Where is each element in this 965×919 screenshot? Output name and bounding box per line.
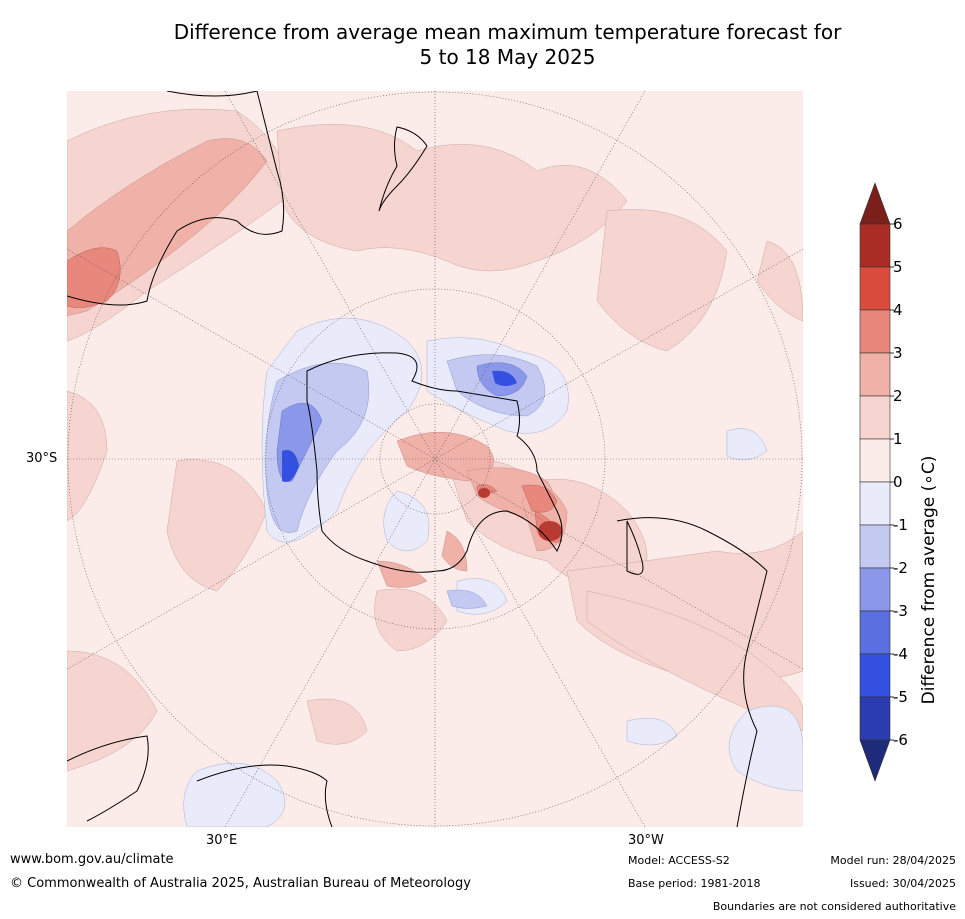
- map-title: Difference from average mean maximum tem…: [60, 20, 955, 70]
- colorbar-cell: [859, 352, 891, 397]
- colorbar-tick-label: -4: [893, 645, 908, 663]
- colorbar-cell: [859, 653, 891, 698]
- coastlines: [66, 90, 768, 828]
- colorbar-tick-label: 2: [893, 387, 903, 405]
- graticule: [66, 90, 804, 828]
- colorbar-tick-label: -3: [893, 602, 908, 620]
- latitude-label: 30°S: [26, 451, 58, 466]
- colorbar-tick-label: 0: [893, 473, 903, 491]
- colorbar-tick-label: -1: [893, 516, 908, 534]
- anomaly-3-4-regions: [66, 247, 563, 543]
- longitude-label-east: 30°E: [206, 833, 238, 848]
- colorbar-extend-bottom: [859, 739, 891, 782]
- colorbar-cell: [859, 696, 891, 741]
- colorbar-canvas: 6 5 4 3 2 1 0 -1 -2 -3 -4 -5 -6 Difference from aver…: [859, 182, 939, 782]
- colorbar-tick-label: -6: [893, 731, 908, 749]
- longitude-label-west: 30°W: [628, 833, 664, 848]
- colorbar-extend-top: [859, 182, 891, 225]
- footer-model: Model: ACCESS-S2: [628, 854, 730, 867]
- colorbar-tick-label: 4: [893, 301, 903, 319]
- colorbar-label: Difference from average (∘C): [919, 456, 939, 705]
- colorbar-cell: [859, 309, 891, 354]
- colorbar-cell: [859, 481, 891, 526]
- colorbar-cells: [859, 182, 891, 782]
- colorbar-tick-label: 3: [893, 344, 903, 362]
- colorbar-cell: [859, 266, 891, 311]
- anomaly-4-6-regions: [478, 488, 562, 541]
- anomaly-neg5-neg3-regions: [282, 370, 517, 482]
- colorbar-tick-label: -5: [893, 688, 908, 706]
- title-line-1: Difference from average mean maximum tem…: [173, 20, 842, 44]
- footer-copyright: © Commonwealth of Australia 2025, Austra…: [10, 876, 471, 891]
- colorbar-cell: [859, 524, 891, 569]
- footer-issued: Issued: 30/04/2025: [849, 877, 956, 890]
- colorbar-tick-label: 1: [893, 430, 903, 448]
- map-canvas: [66, 90, 804, 828]
- colorbar-cell: [859, 438, 891, 483]
- colorbar-tick-label: 6: [893, 215, 903, 233]
- title-line-2: 5 to 18 May 2025: [419, 45, 596, 69]
- colorbar-cell: [859, 223, 891, 268]
- footer-base-period: Base period: 1981-2018: [628, 877, 761, 890]
- colorbar: 6 5 4 3 2 1 0 -1 -2 -3 -4 -5 -6 Difference from aver…: [855, 180, 965, 790]
- polar-map: [66, 90, 804, 828]
- colorbar-ticks: 6 5 4 3 2 1 0 -1 -2 -3 -4 -5 -6: [890, 215, 908, 749]
- footer-disclaimer: Boundaries are not considered authoritat…: [712, 900, 956, 913]
- colorbar-tick-label: 5: [893, 258, 903, 276]
- colorbar-cell: [859, 395, 891, 440]
- colorbar-tick-label: -2: [893, 559, 908, 577]
- footer-url: www.bom.gov.au/climate: [10, 852, 174, 867]
- colorbar-cell: [859, 610, 891, 655]
- footer-model-run: Model run: 28/04/2025: [830, 854, 956, 867]
- colorbar-cell: [859, 567, 891, 612]
